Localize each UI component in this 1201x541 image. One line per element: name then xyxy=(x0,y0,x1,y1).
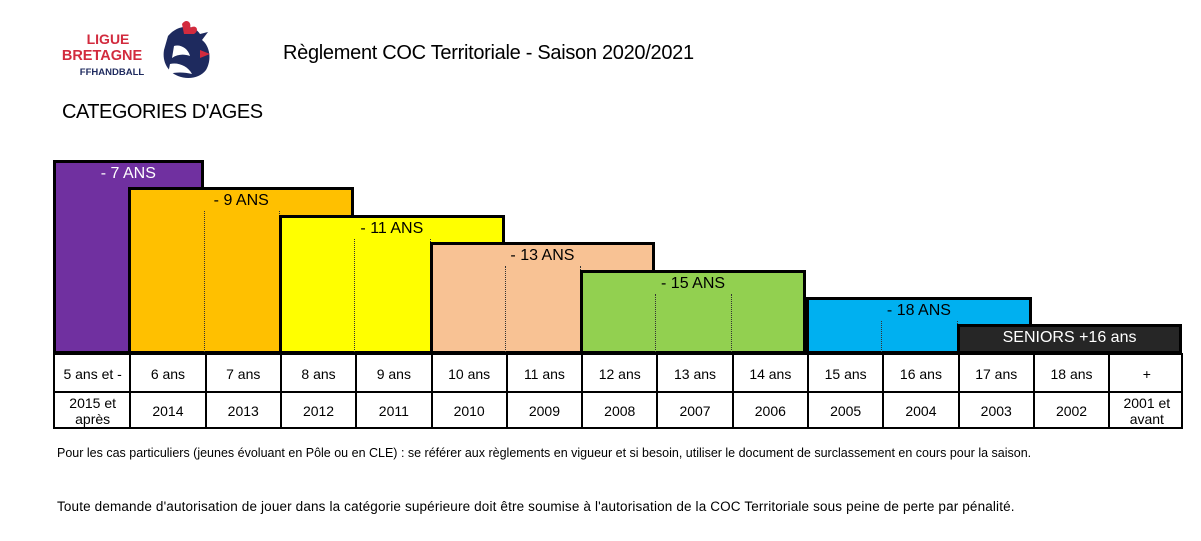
category-label-6: SENIORS +16 ans xyxy=(1002,329,1137,347)
age-cell: 7 ans xyxy=(226,365,261,382)
note-special-cases: Pour les cas particuliers (jeunes évolua… xyxy=(57,446,1032,460)
year-cell: 2004 xyxy=(905,403,937,419)
logo-text-ligue: LIGUE xyxy=(87,31,130,47)
table-column-divider xyxy=(807,355,809,427)
year-cell: 2005 xyxy=(830,403,862,419)
logo-text-bretagne: BRETAGNE xyxy=(62,48,143,64)
table-column-divider xyxy=(1108,355,1111,427)
age-cell: 5 ans et - xyxy=(63,365,122,382)
year-cell: 2001 et avant xyxy=(1123,395,1171,427)
category-label-4: - 15 ANS xyxy=(661,274,726,292)
age-cell: 17 ans xyxy=(975,365,1018,382)
year-cell: 2003 xyxy=(980,403,1012,419)
table-column-divider xyxy=(204,355,207,427)
column-divider xyxy=(655,293,657,354)
year-cell: 2015 et après xyxy=(69,395,116,427)
category-label-5: - 18 ANS xyxy=(886,302,951,319)
note-upper-category: Toute demande d'autorisation de jouer da… xyxy=(57,499,1015,514)
column-divider xyxy=(881,321,883,354)
category-label-0: - 7 ANS xyxy=(100,165,156,182)
table-column-divider xyxy=(731,355,734,427)
year-cell: 2007 xyxy=(679,403,711,419)
age-cell: 8 ans xyxy=(301,365,336,382)
age-cell: 9 ans xyxy=(376,365,411,382)
age-cell: 12 ans xyxy=(598,365,641,382)
age-cell: 13 ans xyxy=(674,365,717,382)
column-divider xyxy=(504,266,506,354)
category-label-2: - 11 ANS xyxy=(360,219,424,237)
year-cell: 2014 xyxy=(152,403,184,419)
table-column-divider xyxy=(581,355,584,427)
column-divider xyxy=(354,238,356,354)
table-column-divider xyxy=(1032,355,1035,427)
age-cell: 11 ans xyxy=(523,365,565,382)
table-column-divider xyxy=(355,355,358,427)
category-bar-6 xyxy=(956,324,1183,354)
year-cell: 2010 xyxy=(453,403,485,419)
year-cell: 2012 xyxy=(302,403,335,419)
year-cell: 2006 xyxy=(754,403,786,419)
page-title: Règlement COC Territoriale - Saison 2020… xyxy=(283,42,694,64)
ligue-bretagne-logo: LIGUE BRETAGNE FFHANDBALL xyxy=(50,20,220,84)
table-column-divider xyxy=(656,355,659,427)
table-column-divider xyxy=(505,355,508,427)
year-cell: 2002 xyxy=(1055,403,1088,419)
category-bar-4 xyxy=(580,269,806,354)
age-cell: 18 ans xyxy=(1050,365,1093,382)
table-column-divider xyxy=(882,355,885,427)
age-cell: 10 ans xyxy=(448,365,491,382)
category-label-1: - 9 ANS xyxy=(213,192,269,210)
age-cell: 14 ans xyxy=(749,365,792,382)
table-column-divider xyxy=(430,355,433,427)
logo-text-ffhandball: FFHANDBALL xyxy=(80,67,145,78)
age-cell: + xyxy=(1142,365,1151,382)
year-cell: 2008 xyxy=(604,403,636,419)
table-column-divider xyxy=(957,355,960,427)
table-column-divider xyxy=(279,355,282,427)
column-divider xyxy=(730,293,732,354)
table-column-divider xyxy=(129,355,132,427)
age-cell: 15 ans xyxy=(824,365,867,382)
age-cell: 6 ans xyxy=(150,365,186,382)
rooster-icon xyxy=(163,21,210,78)
year-cell: 2011 xyxy=(378,403,409,419)
section-title: CATEGORIES D'AGES xyxy=(62,101,263,123)
column-divider xyxy=(203,211,205,354)
year-cell: 2009 xyxy=(528,403,561,419)
table-row-divider xyxy=(55,391,1181,393)
age-year-table: 5 ans et - 6 ans 7 ans 8 ans 9 ans 10 ans 11 a… xyxy=(53,353,1183,429)
age-cell: 16 ans xyxy=(899,365,942,382)
year-cell: 2013 xyxy=(227,403,259,419)
category-label-3: - 13 ANS xyxy=(510,247,575,265)
